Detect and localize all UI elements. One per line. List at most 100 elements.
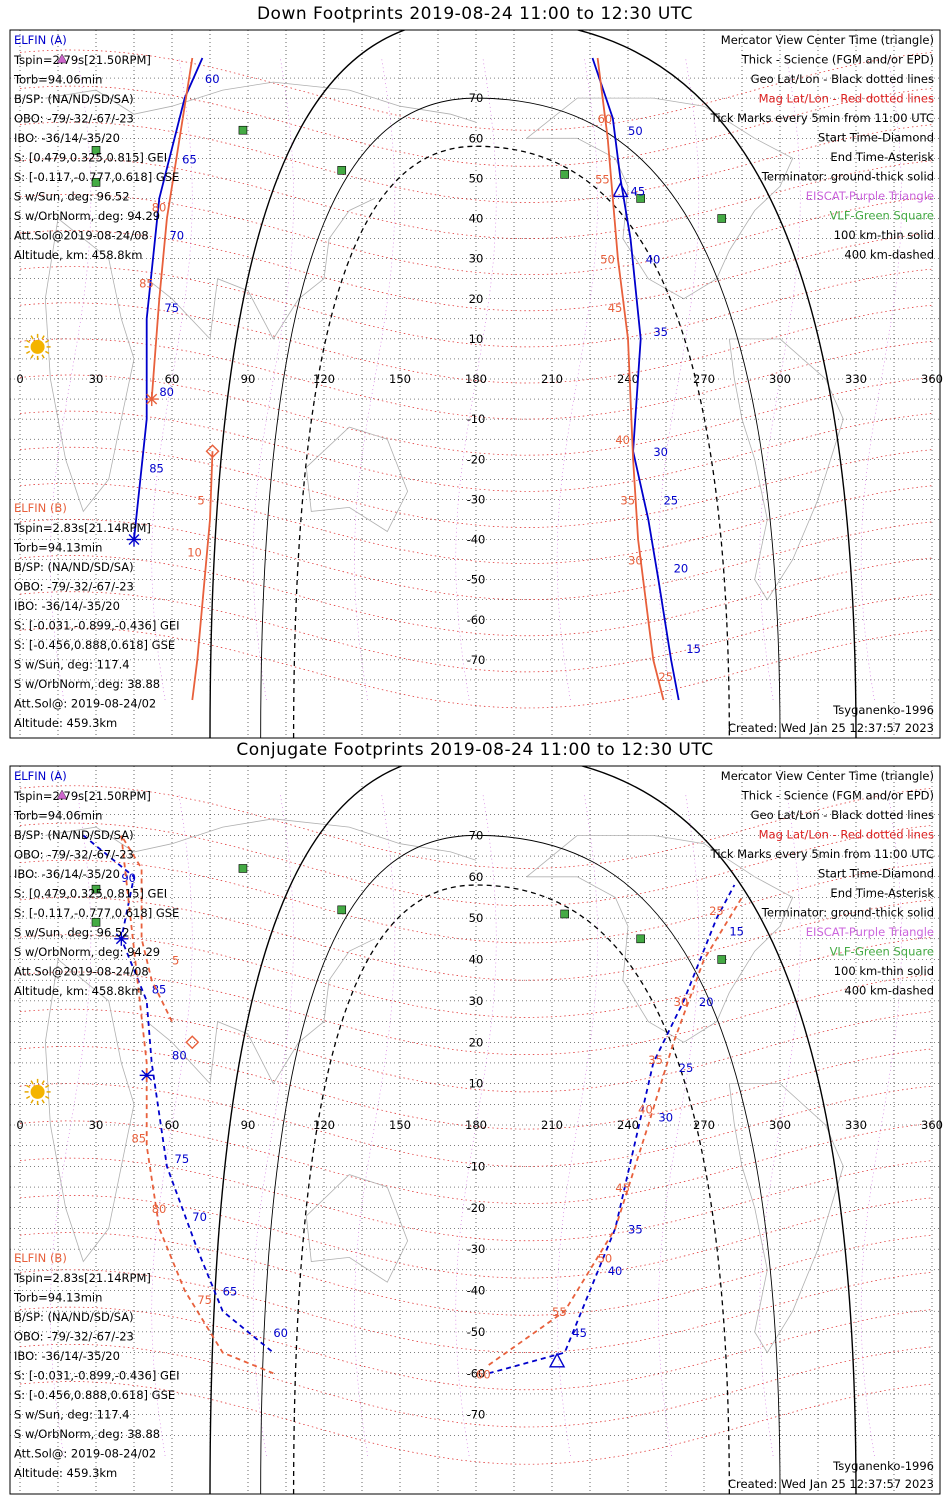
x-tick-label: 150 xyxy=(389,1118,411,1132)
track-tick-label: 20 xyxy=(699,995,714,1009)
track-tick-label: 30 xyxy=(674,995,689,1009)
x-tick-label: 270 xyxy=(693,1118,715,1132)
x-tick-label: 330 xyxy=(845,1118,867,1132)
coastline xyxy=(305,426,409,533)
end-time-asterisk xyxy=(114,931,129,946)
x-tick-label: 240 xyxy=(617,1118,639,1132)
x-tick-label: 300 xyxy=(769,1118,791,1132)
elfin-b-info-line: Tspin=2.83s[21.14RPM] xyxy=(13,1271,151,1285)
legend-line: Tick Marks every 5min from 11:00 UTC xyxy=(710,111,934,125)
footprint-track xyxy=(488,884,736,1375)
coastline xyxy=(146,938,375,1085)
y-tick-label: -70 xyxy=(467,1408,486,1422)
vlf-site-marker xyxy=(91,145,101,155)
model-label: Tsyganenko-1996 xyxy=(832,703,934,717)
elfin-b-info-line: B/SP: (NA/ND/SD/SA) xyxy=(14,1310,134,1324)
mag-parallel xyxy=(19,785,933,869)
legend-line: Geo Lat/Lon - Black dotted lines xyxy=(751,808,934,822)
track-tick-label: 60 xyxy=(598,112,613,126)
mag-parallel xyxy=(19,157,933,239)
footprint-track xyxy=(191,451,214,701)
vlf-site-marker xyxy=(636,194,645,203)
elfin-a-info-line: B/SP: (NA/ND/SD/SA) xyxy=(14,92,134,106)
sun-ray xyxy=(41,1080,45,1085)
x-tick-label: 180 xyxy=(465,372,487,386)
track-tick-label: 80 xyxy=(152,1202,167,1216)
track-tick-label: 20 xyxy=(674,562,689,576)
panel-1-title: Down Footprints 2019-08-24 11:00 to 12:3… xyxy=(256,4,694,24)
x-tick-label: 60 xyxy=(165,372,180,386)
sun-ray xyxy=(25,1084,31,1089)
elfin-b-info-line: Tspin=2.83s[21.14RPM] xyxy=(13,521,151,535)
track-tick-label: 30 xyxy=(653,445,668,459)
sun-ray xyxy=(41,354,45,359)
y-tick-label: 50 xyxy=(469,171,484,185)
elfin-b-info-line: S w/Sun, deg: 117.4 xyxy=(14,658,130,672)
panel-2-map: 0 30 60 90 120 150 180 210 240 270 300 330 360 -70 -60… xyxy=(9,765,943,1495)
mag-parallel xyxy=(19,822,933,907)
sun-icon xyxy=(24,333,51,360)
track-tick-label: 30 xyxy=(628,554,643,568)
vlf-site-marker xyxy=(91,178,101,187)
mag-parallel xyxy=(19,1269,933,1353)
track-tick-label: 25 xyxy=(658,670,673,684)
track-tick-label: 85 xyxy=(131,1131,146,1145)
elfin-b-info-line: Att.Sol@: 2019-08-24/02 xyxy=(14,1447,156,1461)
asterisk-stroke xyxy=(141,1069,153,1081)
terminator-100km xyxy=(260,97,781,738)
track-tick-label: 10 xyxy=(187,546,202,560)
legend-line: 100 km-thin solid xyxy=(834,964,934,978)
map-plot-area xyxy=(10,30,940,738)
created-timestamp: Created: Wed Jan 25 12:37:57 2023 xyxy=(728,721,934,735)
footprint-track xyxy=(150,57,194,400)
y-tick-label: -10 xyxy=(467,412,486,426)
x-tick-label: 150 xyxy=(389,372,411,386)
vlf-site-marker xyxy=(238,125,248,135)
asterisk-stroke xyxy=(128,534,140,545)
mag-parallel xyxy=(19,1046,933,1130)
mag-parallel xyxy=(19,1306,933,1391)
x-tick-label: 30 xyxy=(89,1118,104,1132)
coastline xyxy=(728,338,844,601)
track-tick-label: 30 xyxy=(658,1111,673,1125)
coastline xyxy=(305,1174,409,1283)
y-tick-label: 30 xyxy=(469,252,484,266)
y-tick-label: 50 xyxy=(469,911,484,925)
track-tick-label: 40 xyxy=(646,253,661,267)
mag-parallel xyxy=(19,85,933,167)
track-tick-label: 90 xyxy=(121,871,136,885)
x-tick-label: 120 xyxy=(313,372,335,386)
y-tick-label: 30 xyxy=(469,994,484,1008)
sun-ray xyxy=(30,1099,34,1104)
sun-ray xyxy=(25,1095,31,1100)
track-tick-label: 5 xyxy=(197,493,204,507)
track-tick-label: 40 xyxy=(608,1264,623,1278)
vlf-site-marker xyxy=(717,955,727,964)
x-tick-label: 210 xyxy=(541,372,563,386)
coastline xyxy=(146,198,375,340)
elfin-a-info-line: IBO: -36/14/-35/20 xyxy=(14,867,120,881)
asterisk-stroke xyxy=(146,393,158,405)
elfin-a-info-line: Altitude, km: 458.8km xyxy=(14,984,142,998)
elfin-b-info-line: Torb=94.13min xyxy=(13,1291,102,1305)
sun-icon xyxy=(24,1078,51,1105)
y-tick-label: -40 xyxy=(467,1284,486,1298)
track-tick-label: 35 xyxy=(648,1053,663,1067)
mag-parallel xyxy=(19,482,933,564)
legend-line: 400 km-dashed xyxy=(844,984,934,998)
legend-line: Mercator View Center Time (triangle) xyxy=(721,33,934,47)
track-tick-label: 40 xyxy=(638,1102,653,1116)
elfin-a-header: ELFIN (A) xyxy=(14,33,67,47)
mag-parallel xyxy=(19,1083,933,1167)
mag-parallel xyxy=(19,1232,933,1316)
terminator-100km xyxy=(260,834,781,1494)
vlf-site-marker xyxy=(337,905,347,915)
elfin-b-info-line: S w/OrbNorm, deg: 38.88 xyxy=(14,677,160,691)
legend-line: 400 km-dashed xyxy=(844,248,934,262)
elfin-a-info-line: S: [0.479,0.325,0.815] GEI xyxy=(14,887,167,901)
y-tick-label: 20 xyxy=(469,292,484,306)
track-tick-label: 60 xyxy=(273,1326,288,1340)
elfin-b-info-line: IBO: -36/14/-35/20 xyxy=(14,599,120,613)
mag-parallel xyxy=(19,1381,933,1465)
elfin-a-info-line: B/SP: (NA/ND/SD/SA) xyxy=(14,828,134,842)
